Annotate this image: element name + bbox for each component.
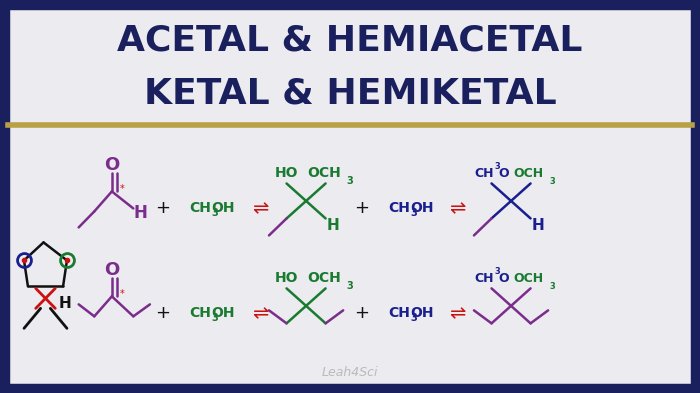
Text: 3: 3 [494,162,500,171]
Text: KETAL & HEMIKETAL: KETAL & HEMIKETAL [144,76,556,110]
Text: HO: HO [275,167,298,180]
Text: OH: OH [211,202,235,215]
Text: ⇌: ⇌ [449,199,466,218]
Text: H: H [532,218,545,233]
Text: CH: CH [189,307,211,320]
Text: ⇌: ⇌ [449,304,466,323]
Text: CH: CH [474,167,494,180]
Text: O: O [498,167,508,180]
Text: *: * [120,184,125,195]
Text: ⇌: ⇌ [252,304,268,323]
Text: 3: 3 [346,281,354,291]
Text: CH: CH [388,307,409,320]
Text: OCH: OCH [307,272,340,285]
Text: H: H [59,296,71,311]
Text: 3: 3 [410,313,416,323]
Text: H: H [133,204,147,222]
Text: +: + [354,304,369,322]
Text: OH: OH [410,307,434,320]
Text: OH: OH [211,307,235,320]
Text: OCH: OCH [307,167,340,180]
Text: O: O [104,261,120,279]
Text: O: O [498,272,508,285]
Text: 3: 3 [211,313,218,323]
Text: 3: 3 [494,267,500,276]
Text: ACETAL & HEMIACETAL: ACETAL & HEMIACETAL [118,24,582,58]
Text: +: + [155,304,170,322]
Text: 3: 3 [550,177,555,186]
Text: Leah4Sci: Leah4Sci [322,366,378,379]
Text: CH: CH [474,272,494,285]
Text: OCH: OCH [514,167,544,180]
Text: HO: HO [275,272,298,285]
Text: OH: OH [410,202,434,215]
Text: 3: 3 [346,176,354,186]
Text: OCH: OCH [514,272,544,285]
Text: O: O [104,156,120,174]
Text: ⇌: ⇌ [252,199,268,218]
Text: *: * [120,289,125,299]
Text: H: H [327,218,340,233]
Text: 3: 3 [211,208,218,219]
Text: CH: CH [388,202,409,215]
Text: +: + [155,199,170,217]
Text: CH: CH [189,202,211,215]
Text: 3: 3 [410,208,416,219]
Text: 3: 3 [550,282,555,291]
Text: +: + [354,199,369,217]
